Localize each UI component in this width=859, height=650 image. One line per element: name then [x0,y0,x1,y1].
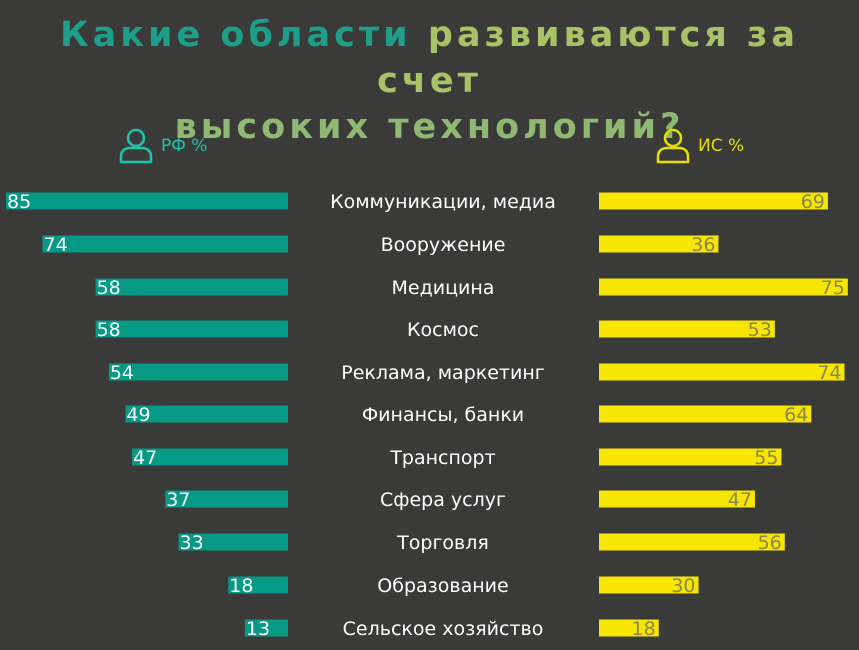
value-label-rf: 54 [110,362,134,384]
person-icon [656,128,690,164]
value-label-rf: 18 [229,575,253,597]
bar-rf [165,490,288,508]
legend-right: ИС % [654,126,744,166]
title-part-teal: Какие области [59,15,428,55]
value-label-is: 36 [691,234,715,256]
bar-rf [42,235,289,253]
value-label-is: 53 [748,319,772,341]
value-label-rf: 13 [246,618,270,640]
bar-is [599,235,719,253]
value-label-rf: 37 [166,489,190,511]
bar-is [599,619,659,637]
bar-rf [95,320,288,338]
value-label-rf: 58 [97,277,121,299]
category-label: Торговля [396,532,489,554]
bar-rf [6,192,288,210]
chart-title: Какие области развиваются за счет высоки… [0,12,859,150]
value-label-is: 69 [801,191,825,213]
title-line-2: высоких технологий? [174,107,685,147]
value-label-is: 75 [821,277,845,299]
value-label-rf: 33 [180,532,204,554]
value-label-is: 64 [784,404,808,426]
title-part-green: развиваются за счет [377,15,800,101]
category-label: Медицина [392,277,495,299]
bar-is [599,192,828,210]
bar-rf [244,619,288,637]
bar-is [599,278,848,296]
category-label: Космос [407,319,479,341]
bar-rf [125,405,288,423]
bar-rf [178,533,288,551]
value-label-is: 47 [728,489,752,511]
category-label: Вооружение [381,234,506,256]
category-label: Транспорт [389,447,495,469]
legend-label-is: ИС % [698,136,745,156]
category-label: Реклама, маркетинг [341,362,545,384]
bar-rf [228,576,288,594]
legend-left: РФ % [117,126,207,166]
category-label: Сфера услуг [380,489,506,511]
bar-rf [95,278,288,296]
title-line-1: Какие области развиваются за счет [0,12,859,104]
value-label-is: 55 [754,447,778,469]
value-label-is: 56 [758,532,782,554]
value-label-rf: 58 [97,319,121,341]
category-label: Финансы, банки [362,404,524,426]
bar-is [599,533,785,551]
value-label-rf: 47 [133,447,157,469]
category-label: Коммуникации, медиа [330,191,556,213]
value-label-rf: 85 [7,191,31,213]
legend-label-rf: РФ % [161,136,208,156]
bar-rf [108,363,288,381]
value-label-rf: 74 [43,234,67,256]
value-label-is: 18 [632,618,656,640]
bar-rf [132,448,288,466]
person-icon [119,128,153,164]
value-label-rf: 49 [126,404,150,426]
category-label: Образование [377,575,508,597]
bar-is [599,576,699,594]
value-label-is: 74 [817,362,841,384]
bar-is [599,405,812,423]
bar-is [599,363,845,381]
bar-is [599,448,782,466]
bar-is [599,320,775,338]
category-label: Сельское хозяйство [343,618,544,640]
bar-is [599,490,755,508]
value-label-is: 30 [671,575,695,597]
